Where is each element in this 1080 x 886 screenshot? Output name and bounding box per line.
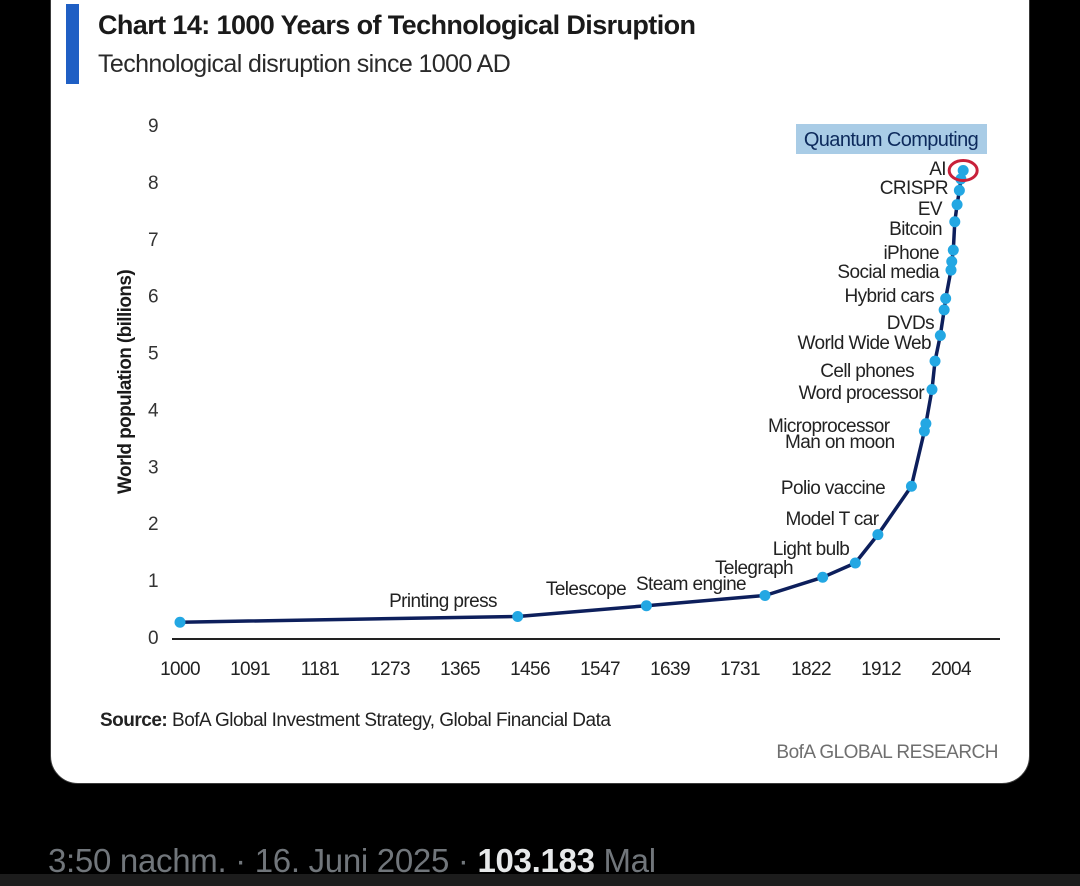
y-tick-label: 1 bbox=[148, 571, 158, 592]
data-point bbox=[947, 244, 959, 256]
data-point bbox=[759, 589, 771, 601]
tweet-timestamp[interactable]: 3:50 nachm. · 16. Juni 2025 · bbox=[48, 842, 478, 879]
data-point bbox=[934, 329, 946, 341]
data-point bbox=[926, 384, 938, 396]
y-tick-label: 0 bbox=[148, 628, 158, 649]
data-point bbox=[940, 293, 952, 305]
brand-label: BofA GLOBAL RESEARCH bbox=[776, 742, 998, 763]
data-point bbox=[938, 304, 950, 316]
x-tick-label: 1000 bbox=[160, 659, 200, 680]
source-prefix: Source: bbox=[100, 710, 168, 731]
annotation-label: Steam engine bbox=[636, 574, 746, 595]
view-count-suffix: Mal bbox=[594, 842, 656, 879]
x-tick-label: 1273 bbox=[370, 659, 410, 680]
data-point bbox=[817, 571, 829, 583]
annotation-label: Model T car bbox=[785, 509, 879, 530]
x-tick-label: 1456 bbox=[510, 659, 550, 680]
quantum-highlight-box bbox=[796, 124, 987, 154]
y-tick-label: 8 bbox=[148, 173, 158, 194]
data-point bbox=[929, 355, 941, 367]
y-tick-label: 7 bbox=[148, 230, 158, 251]
y-tick-label: 6 bbox=[148, 287, 158, 308]
x-tick-label: 1181 bbox=[301, 659, 339, 680]
data-point bbox=[640, 600, 652, 612]
tweet-metadata: 3:50 nachm. · 16. Juni 2025 · 103.183 Ma… bbox=[48, 842, 656, 880]
x-tick-label: 2004 bbox=[931, 659, 972, 680]
annotation-label: Telescope bbox=[546, 579, 626, 600]
chart-subtitle: Technological disruption since 1000 AD bbox=[98, 50, 511, 78]
bottom-bar bbox=[0, 874, 1080, 886]
view-count: 103.183 bbox=[477, 842, 595, 879]
x-tick-label: 1547 bbox=[580, 659, 620, 680]
x-tick-label: 1731 bbox=[720, 659, 760, 680]
annotation-label: World Wide Web bbox=[798, 333, 931, 354]
annotation-label: Microprocessor bbox=[768, 416, 891, 437]
y-axis-title: World population (billions) bbox=[115, 270, 136, 494]
data-point bbox=[949, 216, 961, 228]
x-tick-label: 1365 bbox=[440, 659, 480, 680]
y-tick-label: 5 bbox=[148, 344, 158, 365]
data-point bbox=[174, 616, 186, 628]
annotation-label: Social media bbox=[837, 262, 940, 283]
y-tick-label: 3 bbox=[148, 457, 158, 478]
annotation-label: Cell phones bbox=[820, 361, 914, 382]
chart-title: Chart 14: 1000 Years of Technological Di… bbox=[98, 10, 696, 40]
y-tick-label: 9 bbox=[148, 116, 158, 137]
x-tick-label: 1822 bbox=[791, 659, 831, 680]
data-point bbox=[920, 418, 932, 430]
annotation-label: iPhone bbox=[883, 243, 939, 264]
annotation-label: Quantum Computing bbox=[804, 129, 978, 151]
annotation-label: AI bbox=[929, 159, 946, 180]
x-tick-label: 1639 bbox=[650, 659, 690, 680]
y-tick-label: 2 bbox=[148, 514, 158, 535]
ai-highlight-ring bbox=[947, 159, 979, 183]
data-point bbox=[953, 184, 965, 196]
x-tick-label: 1091 bbox=[230, 659, 270, 680]
annotation-label: EV bbox=[918, 199, 943, 220]
data-point bbox=[905, 480, 917, 492]
y-tick-label: 4 bbox=[148, 400, 159, 421]
chart-source: Source: BofA Global Investment Strategy,… bbox=[100, 710, 611, 732]
annotation-label: Polio vaccine bbox=[781, 478, 885, 499]
annotation-label: Word processor bbox=[799, 383, 926, 404]
annotation-label: Telegraph bbox=[715, 558, 793, 579]
source-text: BofA Global Investment Strategy, Global … bbox=[167, 710, 611, 731]
annotation-label: Bitcoin bbox=[889, 219, 942, 240]
data-point bbox=[512, 611, 524, 623]
x-tick-label: 1912 bbox=[861, 659, 901, 680]
title-accent-bar bbox=[66, 4, 79, 84]
annotation-label: Man on moon bbox=[785, 432, 895, 453]
data-point bbox=[951, 199, 963, 211]
data-point bbox=[872, 529, 884, 541]
annotation-label: Light bulb bbox=[773, 539, 849, 560]
annotation-label: Hybrid cars bbox=[845, 286, 935, 307]
annotation-label: DVDs bbox=[887, 313, 934, 334]
annotation-label: Printing press bbox=[389, 591, 497, 612]
data-point bbox=[946, 256, 958, 268]
data-point bbox=[849, 557, 861, 569]
data-point bbox=[945, 264, 957, 276]
annotation-label: CRISPR bbox=[880, 178, 948, 199]
data-point bbox=[957, 165, 969, 177]
